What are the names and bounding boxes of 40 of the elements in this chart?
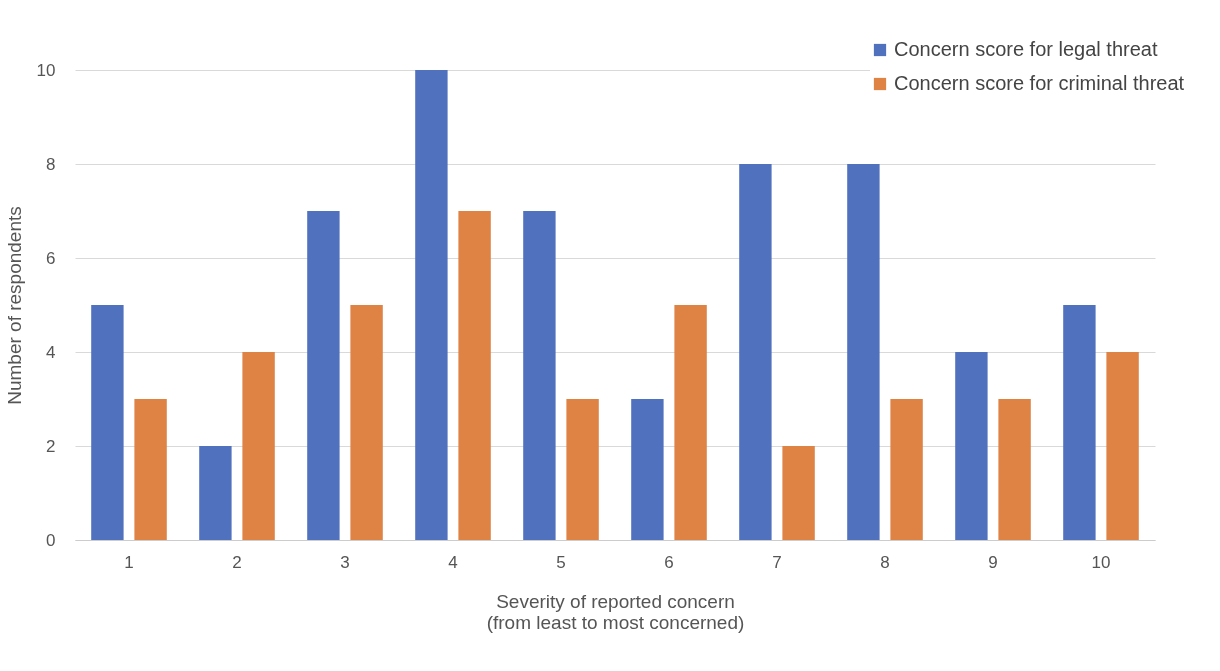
bar: [955, 352, 988, 540]
bar: [890, 399, 923, 540]
bar: [566, 399, 599, 540]
bar: [415, 70, 448, 540]
bar: [631, 399, 664, 540]
x-tick-label: 9: [988, 552, 998, 572]
bar: [782, 446, 815, 540]
bar: [847, 164, 880, 540]
bar: [998, 399, 1031, 540]
bar: [458, 211, 491, 540]
y-tick-label: 6: [46, 248, 56, 268]
legend-label: Concern score for legal threat: [894, 38, 1158, 60]
x-tick-label: 1: [124, 552, 134, 572]
y-tick-label: 2: [46, 436, 56, 456]
y-tick-label: 10: [36, 60, 56, 80]
x-tick-label: 10: [1091, 552, 1111, 572]
bar: [1106, 352, 1139, 540]
bar: [350, 305, 383, 540]
x-tick-label: 4: [448, 552, 458, 572]
bar: [1063, 305, 1096, 540]
bar: [523, 211, 556, 540]
x-tick-label: 6: [664, 552, 674, 572]
x-tick-label: 5: [556, 552, 566, 572]
y-tick-label: 8: [46, 154, 56, 174]
bar: [674, 305, 707, 540]
bar: [134, 399, 167, 540]
x-tick-label: 8: [880, 552, 890, 572]
y-tick-label: 0: [46, 530, 56, 550]
y-tick-label: 4: [46, 342, 56, 362]
x-tick-label: 7: [772, 552, 782, 572]
x-tick-label: 2: [232, 552, 242, 572]
x-axis-title: Severity of reported concern (from least to most concerned): [486, 590, 745, 633]
legend-label: Concern score for criminal threat: [894, 72, 1185, 94]
x-tick-label: 3: [340, 552, 350, 572]
bar: [242, 352, 275, 540]
bar: [199, 446, 232, 540]
bar: [91, 305, 124, 540]
bar: [307, 211, 340, 540]
bar: [739, 164, 772, 540]
y-axis-title: Number of respondents: [3, 206, 25, 405]
